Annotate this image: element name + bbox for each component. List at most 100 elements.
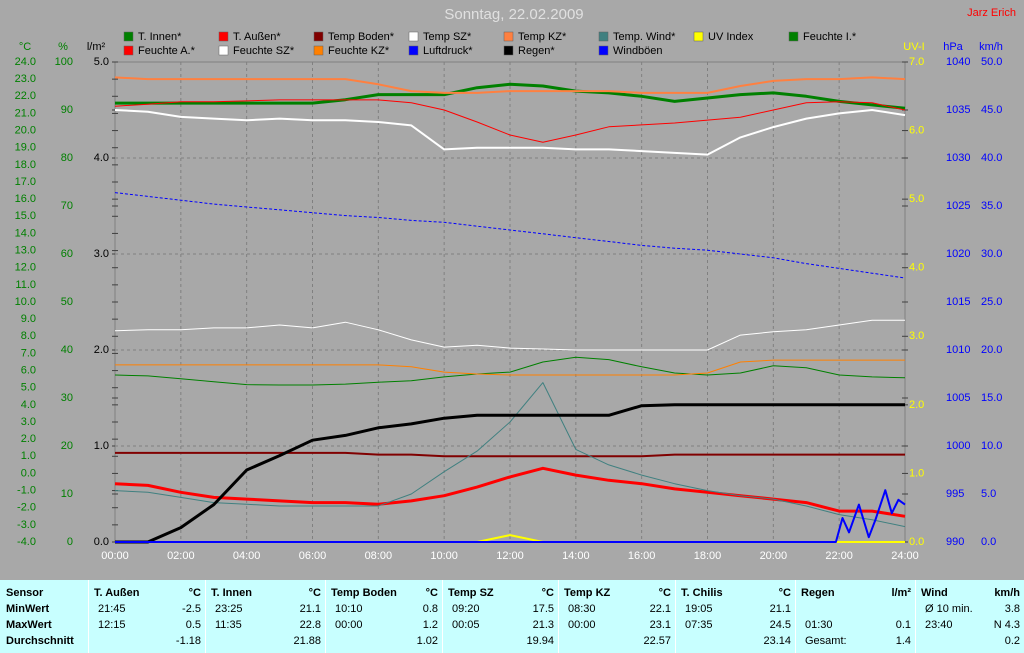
legend-label: Temp. Wind* [613,31,676,43]
series-line [114,109,906,156]
y-tick-label: 21.0 [15,107,36,119]
y-tick-label: 17.0 [15,176,36,188]
header-unit: °C [308,587,321,599]
axis-title: km/h [979,41,1003,53]
y-tick-label: 45.0 [981,104,1002,116]
y-tick-label: 1020 [946,248,970,260]
cell-value: -2.5 [182,603,201,615]
header-unit: °C [658,587,671,599]
series-line [114,76,906,94]
y-tick-label: 24.0 [15,56,36,68]
y-tick-label: 100 [55,56,73,68]
x-tick-label: 18:00 [694,550,722,562]
y-tick-label: 5.0 [94,56,109,68]
legend-swatch [598,45,609,56]
cell-value: 19.94 [526,635,554,647]
cell-value: 1.2 [422,619,438,631]
y-tick-label: 20.0 [981,344,1002,356]
y-tick-label: 90 [61,104,73,116]
header-unit: °C [188,587,201,599]
x-tick-label: 12:00 [496,550,524,562]
header-label: Temp Boden [331,587,397,599]
cell-time: 00:05 [452,619,480,631]
y-tick-label: -4.0 [17,536,36,548]
cell-time: 07:35 [685,619,713,631]
y-tick-label: 1015 [946,296,970,308]
cell-value: 17.5 [532,603,554,615]
column-separator [915,580,916,653]
legend-swatch [123,31,134,42]
series-line [114,382,906,528]
legend-swatch [503,45,514,56]
author: Jarz Erich [967,7,1016,19]
legend-label: UV Index [708,31,754,43]
x-tick-label: 02:00 [167,550,195,562]
y-tick-label: 19.0 [15,142,36,154]
y-tick-label: 30 [61,392,73,404]
y-tick-label: 8.0 [21,330,36,342]
y-tick-label: 1035 [946,104,970,116]
y-tick-label: 1.0 [94,440,109,452]
axis-title: l/m² [87,41,106,53]
cell-value: -1.18 [175,635,201,647]
cell-value: 0.2 [1004,635,1020,647]
cell-time: 10:10 [335,603,363,615]
legend-label: Feuchte KZ* [328,45,390,57]
y-tick-label: 50.0 [981,56,1002,68]
y-tick-label: 990 [946,536,964,548]
legend-label: Feuchte I.* [803,31,857,43]
legend-label: Regen* [518,45,555,57]
header-unit: l/m² [891,587,911,599]
x-tick-label: 10:00 [430,550,458,562]
legend-swatch [218,31,229,42]
header-label: T. Chilis [681,587,723,599]
cell-time: 01:30 [805,619,833,631]
cell-value: 21.3 [532,619,554,631]
y-tick-label: 6.0 [909,124,924,136]
y-tick-label: 1000 [946,440,970,452]
cell-time: Ø 10 min. [925,603,973,615]
y-tick-label: 5.0 [981,488,996,500]
x-tick-label: 24:00 [891,550,919,562]
y-tick-label: 995 [946,488,964,500]
cell-time: 12:15 [98,619,126,631]
x-tick-label: 06:00 [299,550,327,562]
y-tick-label: 15.0 [981,392,1002,404]
y-tick-label: 0.0 [981,536,996,548]
y-tick-label: 1.0 [909,467,924,479]
cell-value: 0.8 [422,603,438,615]
y-tick-label: 0.0 [909,536,924,548]
series-line [115,451,905,458]
legend-swatch [123,45,134,56]
legend-swatch [598,31,609,42]
cell-value: N 4.3 [993,619,1020,631]
axis-title: °C [19,41,31,53]
y-tick-label: -2.0 [17,502,36,514]
series-line [114,319,905,351]
x-tick-label: 22:00 [825,550,853,562]
y-tick-label: 2.0 [909,399,924,411]
cell-time: 00:00 [568,619,596,631]
column-separator [205,580,206,653]
y-tick-label: 50 [61,296,73,308]
cell-time: Gesamt: [805,635,847,647]
y-tick-label: 1030 [946,152,970,164]
row-label: Durchschnitt [6,635,74,647]
y-tick-label: 80 [61,152,73,164]
cell-value: 23.1 [649,619,671,631]
y-tick-label: 1.0 [21,450,36,462]
legend-swatch [408,45,419,56]
y-tick-label: 22.0 [15,90,36,102]
header-unit: °C [425,587,438,599]
y-tick-label: 16.0 [15,193,36,205]
legend-swatch [313,45,324,56]
legend-label: Temp KZ* [518,31,567,43]
cell-value: 24.5 [769,619,791,631]
legend-label: Feuchte SZ* [233,45,295,57]
y-tick-label: 0.0 [94,536,109,548]
y-tick-label: 12.0 [15,262,36,274]
y-tick-label: 1025 [946,200,970,212]
y-tick-label: 15.0 [15,210,36,222]
y-tick-label: 18.0 [15,159,36,171]
y-tick-label: 23.0 [15,73,36,85]
